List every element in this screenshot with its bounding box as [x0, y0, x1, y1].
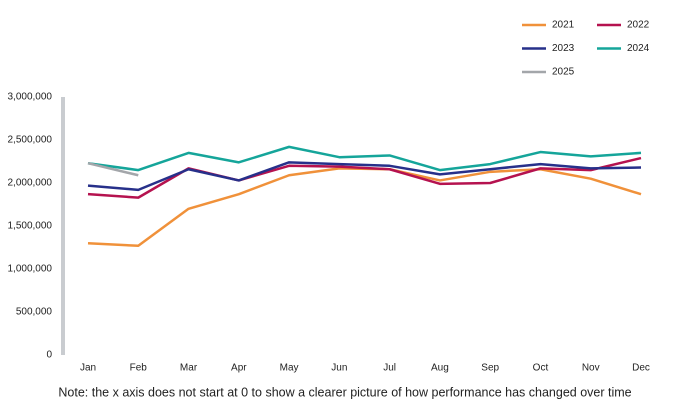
y-tick-label: 2,500,000: [8, 135, 53, 146]
x-tick-label: Dec: [632, 363, 650, 374]
y-tick-label: 3,000,000: [8, 92, 53, 103]
y-tick-label: 1,500,000: [8, 221, 53, 232]
y-tick-label: 1,000,000: [8, 264, 53, 275]
legend-label: 2025: [552, 67, 575, 78]
legend-label: 2024: [627, 43, 650, 54]
x-tick-label: May: [280, 363, 299, 374]
series-line: [87, 161, 642, 192]
x-tick-label: Mar: [180, 363, 198, 374]
note: Note: the x axis does not start at 0 to …: [58, 385, 631, 399]
y-axis-bar: [61, 97, 65, 355]
x-tick-label: Sep: [481, 363, 499, 374]
x-tick-label: Feb: [130, 363, 148, 374]
legend-label: 2023: [552, 43, 575, 54]
x-tick-label: Jun: [331, 363, 347, 374]
y-tick-label: 0: [46, 350, 52, 361]
x-tick-label: Jan: [80, 363, 96, 374]
legend-label: 2021: [552, 20, 575, 31]
legend-label: 2022: [627, 20, 650, 31]
y-tick-label: 2,000,000: [8, 178, 53, 189]
y-tick-label: 500,000: [16, 307, 53, 318]
x-tick-label: Oct: [533, 363, 549, 374]
series-line: [87, 162, 139, 177]
x-tick-label: Jul: [383, 363, 396, 374]
x-tick-label: Apr: [231, 363, 247, 374]
x-tick-label: Nov: [582, 363, 600, 374]
series-line: [87, 145, 642, 172]
x-tick-label: Aug: [431, 363, 449, 374]
